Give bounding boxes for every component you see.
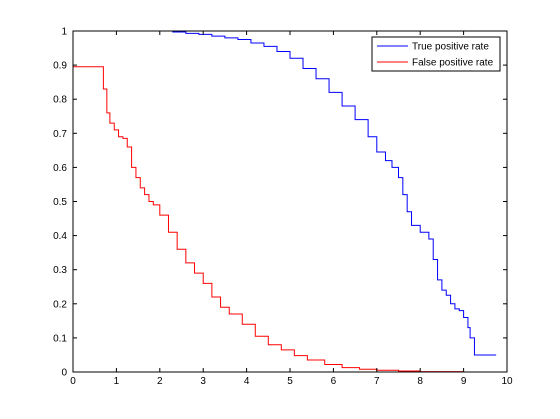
x-tick-label: 9 <box>461 376 467 387</box>
y-tick-label: 0.6 <box>53 163 67 174</box>
x-tick-label: 5 <box>287 376 293 387</box>
legend-box <box>371 36 501 72</box>
x-tick-label: 6 <box>331 376 337 387</box>
y-tick-label: 0.2 <box>53 299 67 310</box>
x-tick-label: 1 <box>114 376 120 387</box>
plot-frame <box>72 30 508 373</box>
y-tick-label: 0.4 <box>53 231 67 242</box>
x-tick-label: 0 <box>70 376 76 387</box>
y-tick-label: 0.9 <box>53 61 67 72</box>
series-line-false-positive-rate <box>73 66 465 373</box>
x-tick-label: 10 <box>501 376 513 387</box>
y-tick-label: 0.5 <box>53 197 67 208</box>
y-tick-label: 0.8 <box>53 95 67 106</box>
series-line-true-positive-rate <box>148 30 497 356</box>
x-tick-label: 3 <box>200 376 206 387</box>
y-tick-label: 0 <box>61 368 67 379</box>
legend-label: True positive rate <box>412 42 489 53</box>
y-tick-label: 0.3 <box>53 265 67 276</box>
y-tick-label: 0.7 <box>53 129 67 140</box>
plot-area <box>73 31 507 372</box>
y-tick-label: 0.1 <box>53 333 67 344</box>
legend-label: False positive rate <box>412 58 494 69</box>
y-tick-label: 1 <box>61 27 67 38</box>
legend: True positive rate False positive rate <box>371 36 501 72</box>
x-tick-label: 8 <box>417 376 423 387</box>
x-tick-label: 7 <box>374 376 380 387</box>
x-tick-label: 2 <box>157 376 163 387</box>
x-tick-label: 4 <box>244 376 250 387</box>
